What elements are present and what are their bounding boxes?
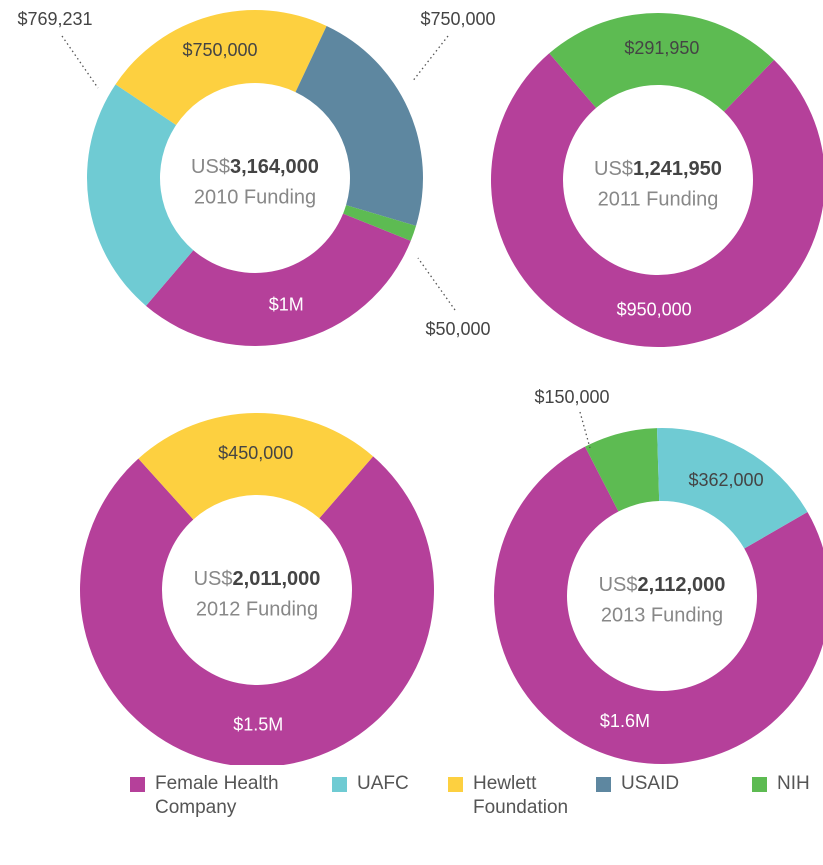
total-value: 3,164,000 bbox=[230, 156, 319, 178]
leader-line bbox=[417, 257, 456, 311]
value-label: $362,000 bbox=[689, 470, 764, 490]
total-prefix: US$ bbox=[594, 158, 633, 180]
legend-label: Female Health Company bbox=[155, 773, 279, 818]
center-subtitle: 2013 Funding bbox=[601, 604, 723, 626]
value-label: $291,950 bbox=[624, 38, 699, 58]
donut-segment bbox=[491, 53, 823, 347]
value-label: $750,000 bbox=[182, 40, 257, 60]
donut-segment bbox=[115, 10, 327, 126]
legend-item: USAID bbox=[596, 772, 731, 796]
center-subtitle: 2011 Funding bbox=[598, 188, 719, 210]
legend-item: Female Health Company bbox=[130, 772, 295, 820]
value-label: $1.5M bbox=[233, 715, 283, 735]
center-subtitle: 2010 Funding bbox=[194, 186, 316, 208]
center-subtitle: 2012 Funding bbox=[196, 598, 318, 620]
center-total: US$1,241,950 bbox=[594, 158, 722, 180]
donut-segment bbox=[138, 413, 374, 520]
donut-segment bbox=[145, 213, 411, 346]
donut-segment bbox=[657, 428, 808, 549]
donut-segment bbox=[80, 456, 434, 765]
value-label: $1.6M bbox=[600, 711, 650, 731]
value-label: $1M bbox=[269, 294, 304, 314]
legend-item: Hewlett Foundation bbox=[448, 772, 583, 820]
donut-segment bbox=[343, 205, 417, 241]
total-value: 2,011,000 bbox=[233, 568, 321, 590]
legend-item: UAFC bbox=[332, 772, 447, 796]
donut-segment bbox=[87, 84, 194, 306]
value-label: $150,000 bbox=[534, 387, 609, 407]
donut-segment bbox=[549, 13, 775, 112]
legend-label: Hewlett Foundation bbox=[473, 773, 569, 818]
center-total: US$3,164,000 bbox=[191, 156, 319, 178]
center-total: US$2,112,000 bbox=[599, 574, 726, 596]
total-value: 2,112,000 bbox=[638, 574, 726, 596]
value-label: $950,000 bbox=[617, 300, 692, 320]
total-prefix: US$ bbox=[599, 574, 638, 596]
legend-swatch bbox=[596, 777, 611, 792]
total-value: 1,241,950 bbox=[633, 158, 722, 180]
legend-label: NIH bbox=[777, 773, 810, 794]
chart: $1M$769,231$750,000$750,000$50,000US$3,1… bbox=[17, 9, 823, 765]
legend-label: UAFC bbox=[357, 773, 409, 794]
legend-swatch bbox=[130, 777, 145, 792]
leader-line bbox=[61, 35, 99, 89]
legend-item: NIH bbox=[752, 772, 823, 796]
legend-label: USAID bbox=[621, 773, 680, 794]
legend-swatch bbox=[752, 777, 767, 792]
value-label: $450,000 bbox=[218, 443, 293, 463]
legend-swatch bbox=[448, 777, 463, 792]
value-label: $769,231 bbox=[17, 9, 92, 29]
value-label: $750,000 bbox=[420, 9, 495, 29]
legend-swatch bbox=[332, 777, 347, 792]
total-prefix: US$ bbox=[191, 156, 230, 178]
leader-line bbox=[579, 411, 591, 449]
donut-segment bbox=[585, 428, 660, 512]
center-total: US$2,011,000 bbox=[194, 568, 321, 590]
value-label: $50,000 bbox=[425, 319, 490, 339]
donut-segment bbox=[494, 446, 823, 765]
total-prefix: US$ bbox=[194, 568, 233, 590]
leader-line bbox=[411, 35, 449, 83]
donut-segment bbox=[295, 26, 423, 226]
